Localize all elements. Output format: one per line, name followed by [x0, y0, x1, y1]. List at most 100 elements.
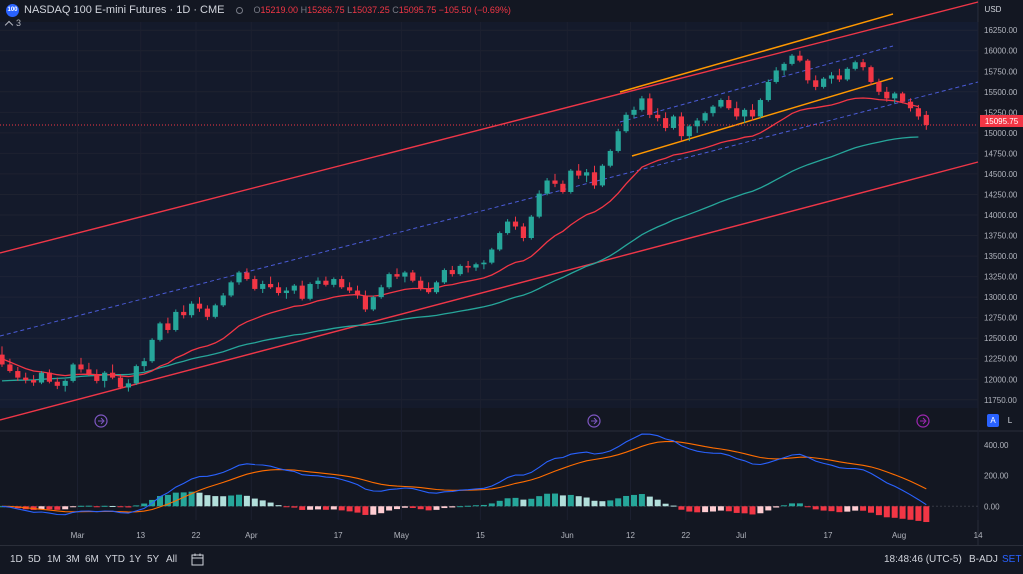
candle-body: [836, 75, 842, 80]
macd-histogram-bar: [757, 506, 764, 514]
macd-histogram-bar: [694, 506, 701, 513]
candle: [836, 68, 842, 82]
candle: [655, 108, 661, 122]
macd-histogram-bar: [188, 491, 195, 507]
candle: [489, 247, 495, 265]
macd-histogram-bar: [425, 506, 432, 511]
symbol-title[interactable]: NASDAQ 100 E-mini Futures · 1D · CME: [24, 4, 225, 16]
candle: [852, 60, 858, 71]
candle: [473, 262, 479, 271]
candle-body: [102, 372, 108, 381]
y-tick-label: 13250.00: [984, 273, 1018, 282]
y-tick-label: 12250.00: [984, 355, 1018, 364]
candle: [339, 275, 345, 289]
earnings-event-icon[interactable]: [916, 414, 930, 428]
candle: [647, 93, 653, 119]
macd-histogram-bar: [615, 498, 622, 507]
timeframe-ytd[interactable]: YTD: [105, 554, 125, 565]
timeframe-3m[interactable]: 3M: [66, 554, 80, 565]
dividend-event-icon[interactable]: [587, 414, 601, 428]
candle-body: [283, 290, 289, 294]
candle: [765, 79, 771, 102]
candle-body: [173, 311, 179, 330]
timeframe-5y[interactable]: 5Y: [147, 554, 160, 565]
macd-histogram-bar: [883, 506, 890, 518]
market-status-icon[interactable]: [235, 6, 243, 14]
timeframe-1d[interactable]: 1D: [10, 554, 23, 565]
candle-body: [789, 55, 795, 64]
macd-histogram-bar: [441, 506, 448, 509]
macd-histogram-bar: [741, 506, 748, 514]
x-tick-label: 12: [626, 531, 635, 540]
clock-timezone[interactable]: 18:48:46 (UTC-5): [884, 554, 962, 565]
timeframe-6m[interactable]: 6M: [85, 554, 99, 565]
event-ring: [916, 414, 930, 428]
auto-scale-button[interactable]: A: [987, 414, 999, 427]
candle: [663, 112, 669, 132]
y-tick-label: 15000.00: [984, 129, 1018, 138]
candle: [631, 106, 637, 119]
settlement-toggle[interactable]: SET: [1002, 554, 1022, 565]
macd-histogram-bar: [820, 506, 827, 511]
calendar-goto-icon[interactable]: [191, 553, 204, 566]
candle-body: [639, 98, 645, 110]
y-tick-label: 12750.00: [984, 314, 1018, 323]
macd-histogram-bar: [765, 506, 772, 511]
candle-body: [331, 279, 337, 285]
candle: [110, 364, 116, 380]
candle-body: [670, 116, 677, 128]
candle: [923, 110, 929, 130]
candle: [331, 277, 337, 288]
x-tick-label: 22: [681, 531, 690, 540]
macd-histogram-bar: [559, 495, 566, 507]
macd-histogram-bar: [220, 496, 227, 507]
candle: [900, 91, 906, 104]
candle-body: [900, 93, 906, 102]
chart-canvas[interactable]: 16250.00 16000.00 15750.00 15500.00 15250.00…: [0, 0, 1023, 545]
candle-body: [125, 383, 131, 388]
candle: [236, 270, 242, 285]
last-price-label: 15095.75: [980, 115, 1023, 127]
event-arrow: [920, 417, 927, 425]
macd-histogram-bar: [330, 506, 337, 510]
candle-body: [765, 81, 771, 101]
dividend-event-icon[interactable]: [94, 414, 108, 428]
currency-label[interactable]: USD: [984, 4, 1002, 14]
candle-body: [536, 193, 542, 217]
indicators-toggle[interactable]: 3: [4, 18, 21, 29]
candle-body: [734, 108, 740, 117]
candle-body: [821, 78, 827, 87]
x-tick-label: Aug: [892, 531, 906, 540]
candle: [62, 379, 68, 392]
macd-histogram-bar: [283, 506, 290, 508]
macd-histogram-bar: [828, 506, 835, 512]
macd-histogram-bar: [891, 506, 898, 518]
candle: [46, 369, 52, 384]
timeframe-all[interactable]: All: [166, 554, 178, 565]
timeframe-1y[interactable]: 1Y: [129, 554, 142, 565]
candle: [591, 165, 598, 189]
y-tick-label: 14750.00: [984, 149, 1018, 158]
adjustment-toggle[interactable]: B-ADJ: [969, 554, 998, 565]
trend-lower-line: [631, 77, 894, 157]
event-arrow: [591, 417, 598, 425]
macd-histogram-bar: [409, 506, 416, 508]
timeframe-5d[interactable]: 5D: [28, 554, 41, 565]
ohlc-values: O15219.00 H15266.75 L15037.25 C15095.75 …: [253, 5, 511, 15]
candle: [70, 362, 76, 383]
candle-body: [181, 311, 187, 316]
macd-histogram-bar: [133, 505, 140, 507]
log-scale-button[interactable]: L: [1007, 416, 1013, 425]
candle-body: [599, 165, 605, 186]
x-tick-label: Jun: [561, 531, 574, 540]
event-markers[interactable]: [94, 414, 930, 428]
candle-body: [907, 101, 914, 109]
candle-body: [23, 377, 29, 381]
candle-body: [528, 216, 534, 238]
timeframe-1m[interactable]: 1M: [47, 554, 61, 565]
candle-body: [426, 288, 432, 293]
macd-histogram-bar: [504, 498, 511, 507]
macd-histogram-bar: [62, 506, 69, 510]
candle-body: [860, 62, 866, 68]
candle: [773, 67, 779, 84]
